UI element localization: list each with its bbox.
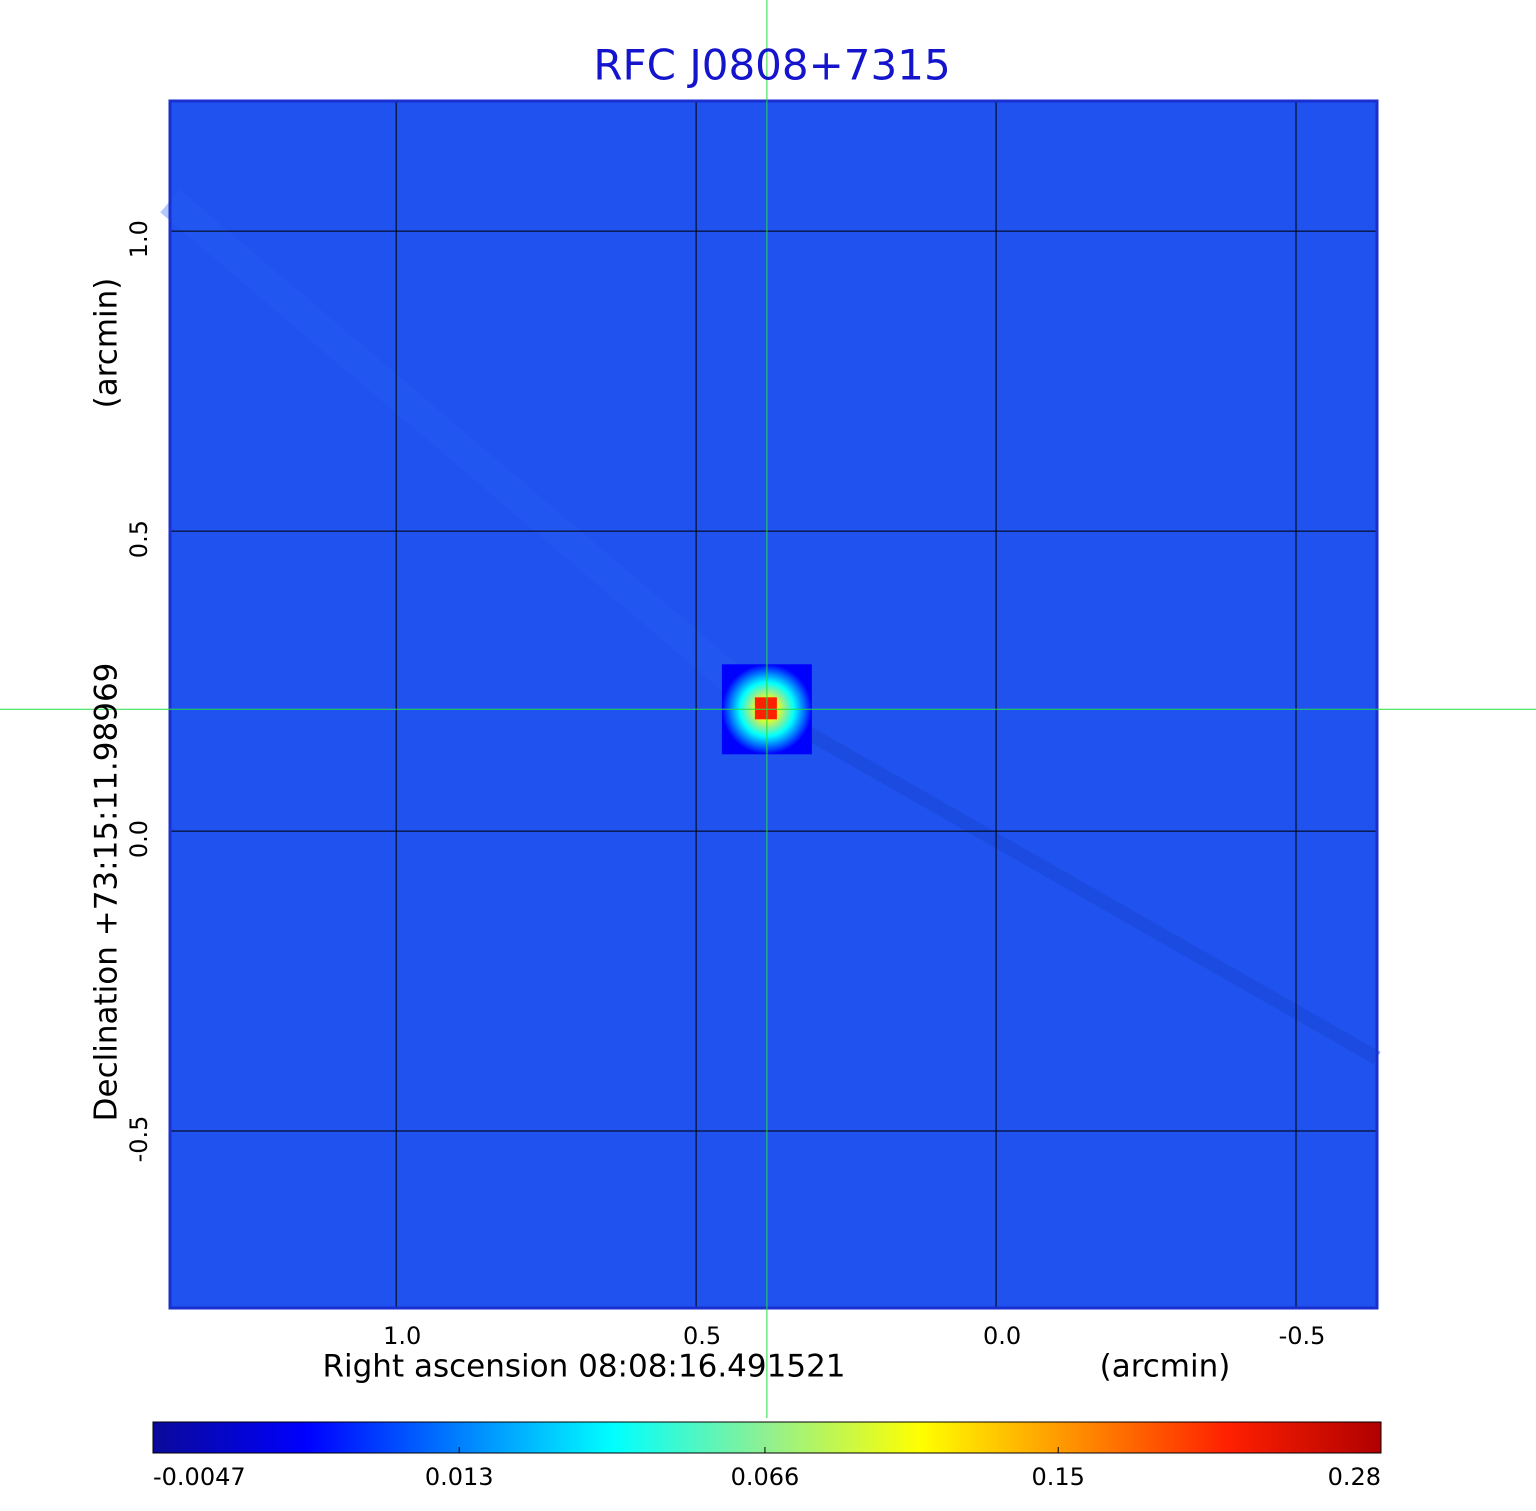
colorbar-tick-label: 0.15 (1031, 1463, 1084, 1491)
colorbar (152, 1421, 1382, 1454)
frame (168, 99, 1379, 1310)
colorbar-tick-label: -0.0047 (153, 1463, 246, 1491)
x-axis-unit: (arcmin) (1100, 1349, 1231, 1385)
sidelobe (160, 189, 777, 721)
y-axis-unit: (arcmin) (89, 278, 125, 409)
colorbar-tick-label: 0.013 (425, 1463, 494, 1491)
y-tick-label: -0.5 (125, 1116, 153, 1163)
y-axis-label: Declination +73:15:11.98969 (89, 663, 125, 1122)
y-tick-label: 1.0 (125, 220, 153, 258)
colorbar-tick-label: 0.28 (1328, 1463, 1381, 1491)
colorbar-tick-label: 0.066 (731, 1463, 800, 1491)
source-core (754, 697, 777, 720)
x-tick-label: 0.0 (983, 1322, 1021, 1350)
x-tick-label: 0.5 (683, 1322, 721, 1350)
chart-title: RFC J0808+7315 (593, 41, 950, 90)
y-tick-label: 0.5 (125, 520, 153, 558)
sidelobe (763, 703, 1381, 1065)
y-tick-label: 0.0 (125, 820, 153, 858)
x-tick-label: 1.0 (383, 1322, 421, 1350)
x-axis-label: Right ascension 08:08:16.491521 (322, 1349, 845, 1385)
x-tick-label: -0.5 (1279, 1322, 1326, 1350)
